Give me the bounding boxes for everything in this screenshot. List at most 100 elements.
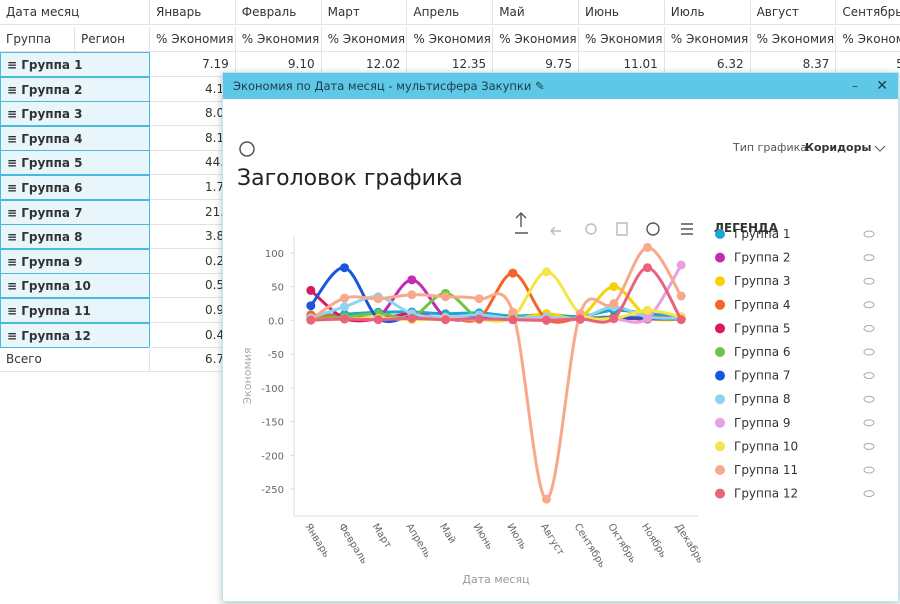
point [441,292,450,302]
y-tick-label: 100 [265,249,284,260]
legend-label: Группа 1 [734,227,791,241]
row-label[interactable]: ≡ Группа 7 [0,199,150,225]
close-button[interactable]: ✕ [876,78,888,94]
legend-swatch [715,441,725,452]
row-label[interactable]: ≡ Группа 6 [0,175,150,200]
point [676,260,686,270]
filter-icon[interactable] [616,222,628,236]
row-label[interactable]: ≡ Группа 2 [0,76,150,102]
visibility-toggle[interactable] [863,419,875,427]
point [441,315,450,325]
dropdown-arrow[interactable] [874,145,886,152]
legend-swatch [715,323,725,334]
legend-swatch [715,394,725,405]
legend-title: ЛЕГЕНДА [714,221,779,235]
measure-header[interactable]: % Экономия [750,27,837,52]
chart-dialog: Экономия по Дата месяц - мультисфера Зак… [222,72,899,602]
column-header[interactable]: Сентябрь [836,0,900,25]
y-tick-label: -200 [261,451,284,462]
row-label[interactable]: Всего [0,347,150,373]
y-tick-label: 50 [271,283,284,294]
row-label[interactable]: ≡ Группа 1 [0,52,150,77]
toolbar [515,212,693,236]
point [306,285,316,295]
visibility-toggle[interactable] [863,301,875,309]
legend-label: Группа 10 [734,439,798,453]
x-tick-label: Декабрь [673,522,706,566]
visibility-toggle[interactable] [863,372,875,380]
legend-label: Группа 2 [734,251,791,265]
visibility-toggle[interactable] [863,324,875,332]
visibility-toggle[interactable] [863,442,875,450]
visibility-toggle[interactable] [863,395,875,403]
visibility-toggle[interactable] [863,254,875,262]
minimize-button[interactable]: – [852,79,858,93]
column-header[interactable]: Август [750,0,837,25]
column-header[interactable]: Июнь [579,0,665,25]
measure-header[interactable]: % Экономия [579,27,665,52]
zoom-icon[interactable] [585,223,597,235]
point [474,294,484,304]
point [676,291,686,301]
point [643,305,652,315]
corner-header[interactable]: Дата месяц [0,0,150,25]
point [474,314,484,324]
point [542,267,551,277]
logo-icon [239,141,255,157]
legend-swatch [715,276,725,287]
point [373,315,383,325]
point [643,242,652,252]
column-header[interactable]: Январь [150,0,236,25]
visibility-toggle[interactable] [863,490,875,498]
point [575,314,585,324]
measure-header[interactable]: % Экономия [235,27,322,52]
y-tick-label: -50 [268,350,284,361]
row-label[interactable]: ≡ Группа 12 [0,322,150,348]
row-label[interactable]: ≡ Группа 3 [0,101,150,127]
measure-header[interactable]: % Экономия [150,27,236,52]
row-label[interactable]: ≡ Группа 8 [0,224,150,250]
point [340,302,349,312]
legend-label: Группа 5 [734,321,791,335]
column-header[interactable]: Май [493,0,579,25]
chart-type-value[interactable]: Коридоры [805,141,871,154]
measure-header[interactable]: % Экономия [493,27,579,52]
measure-header[interactable]: % Экономия [836,27,900,52]
row-label[interactable]: ≡ Группа 10 [0,273,150,299]
row-header[interactable]: Группа [0,27,75,52]
row-label[interactable]: ≡ Группа 5 [0,150,150,176]
x-tick-label: Июнь [471,522,495,552]
undo-icon[interactable] [550,226,561,236]
y-tick-label: -250 [261,485,284,496]
row-label[interactable]: ≡ Группа 9 [0,248,150,274]
row-label[interactable]: ≡ Группа 11 [0,298,150,323]
point [340,293,349,303]
point [643,263,652,273]
point [508,307,518,317]
measure-header[interactable]: % Экономия [407,27,494,52]
row-header[interactable]: Регион [75,27,150,52]
export-icon[interactable] [515,212,528,234]
visibility-toggle[interactable] [863,348,875,356]
point [609,313,619,323]
settings-icon[interactable] [646,222,660,236]
legend-label: Группа 6 [734,345,791,359]
x-tick-label: Сентябрь [572,522,608,570]
visibility-toggle[interactable] [863,230,875,238]
visibility-toggle[interactable] [863,277,875,285]
row-label[interactable]: ≡ Группа 4 [0,125,150,151]
point [407,313,417,323]
column-header[interactable]: Апрель [407,0,494,25]
legend-label: Группа 8 [734,392,791,406]
column-header[interactable]: Февраль [235,0,322,25]
measure-header[interactable]: % Экономия [321,27,408,52]
visibility-toggle[interactable] [863,466,875,474]
list-icon[interactable] [681,223,693,235]
column-header[interactable]: Март [321,0,408,25]
column-header[interactable]: Июль [664,0,751,25]
measure-header[interactable]: % Экономия [664,27,751,52]
y-tick-label: -100 [261,384,284,395]
legend-swatch [715,229,725,239]
point [407,275,417,285]
